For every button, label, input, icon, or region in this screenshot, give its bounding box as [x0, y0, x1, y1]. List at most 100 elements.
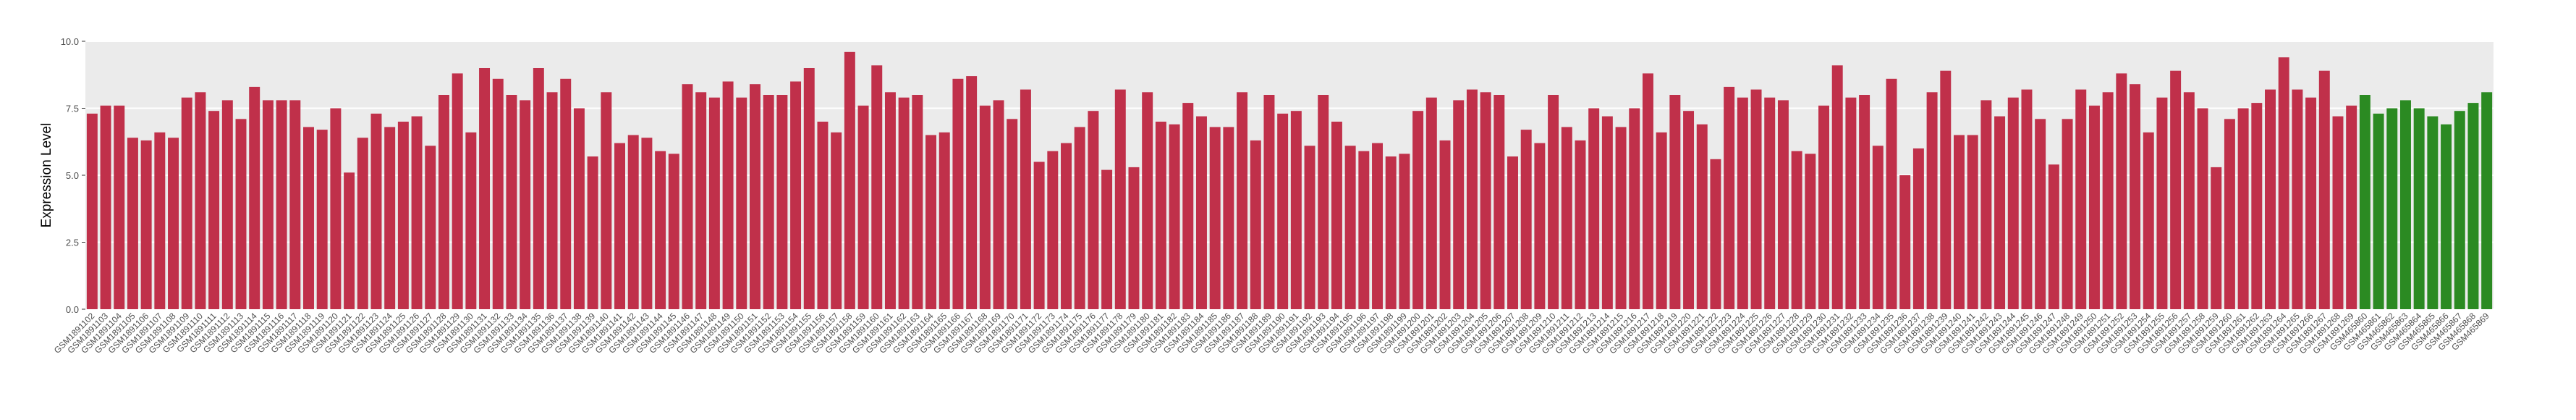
bar: [1859, 95, 1870, 309]
bar: [1750, 89, 1762, 309]
bar: [2075, 89, 2087, 309]
bar: [614, 143, 625, 309]
bar: [1033, 161, 1045, 309]
bar: [898, 97, 910, 309]
bar: [316, 130, 328, 309]
bar: [641, 138, 653, 309]
bar: [803, 68, 815, 309]
bar: [776, 95, 788, 309]
bar: [1061, 143, 1072, 309]
bar: [1615, 127, 1627, 309]
bar: [1683, 111, 1695, 309]
bar: [1223, 127, 1234, 309]
bar: [411, 116, 423, 309]
bar: [1724, 86, 1735, 310]
bar: [2454, 111, 2465, 309]
bar: [1737, 97, 1748, 309]
bar: [2386, 108, 2398, 309]
bar: [2332, 116, 2344, 309]
bar: [1980, 100, 1992, 309]
bar: [2143, 132, 2154, 309]
bar: [262, 100, 274, 309]
bar: [289, 100, 301, 309]
bar: [1696, 124, 1708, 309]
bar: [1277, 113, 1289, 309]
bar: [2441, 124, 2452, 309]
bar: [249, 86, 260, 310]
bar: [114, 105, 125, 310]
bar: [668, 154, 679, 309]
bar: [1886, 78, 1897, 310]
bar: [2359, 95, 2370, 309]
bar: [655, 151, 666, 309]
bar: [1926, 92, 1938, 310]
bar: [1425, 97, 1437, 309]
bar: [452, 73, 463, 310]
bar: [330, 108, 342, 309]
bar: [1710, 159, 1721, 309]
bar: [1656, 132, 1667, 309]
bar: [1318, 95, 1329, 309]
bar: [2035, 119, 2046, 310]
bar: [2156, 97, 2168, 309]
bar: [2265, 89, 2276, 309]
bar: [1020, 89, 1031, 309]
bar: [1399, 154, 1410, 309]
bar: [1101, 169, 1113, 309]
bar: [695, 92, 707, 310]
bar: [2305, 97, 2317, 309]
bar: [993, 100, 1004, 309]
bar: [2318, 70, 2330, 309]
bar: [1940, 70, 1952, 309]
bar: [2197, 108, 2208, 309]
bar: [925, 135, 937, 309]
bar: [1764, 97, 1776, 309]
bar: [2467, 103, 2479, 309]
bar: [1872, 146, 1884, 309]
bar: [627, 135, 639, 309]
bar: [2021, 89, 2033, 309]
bar: [844, 51, 855, 310]
bar: [492, 78, 504, 310]
bar: [208, 111, 220, 309]
y-tick-label: 2.5: [66, 238, 79, 248]
bar: [1047, 151, 1059, 309]
y-axis-label: Expression Level: [39, 123, 54, 228]
bar: [2224, 119, 2235, 310]
bar: [1331, 122, 1342, 309]
bar: [1967, 135, 1978, 309]
bar: [2048, 164, 2059, 309]
bar: [1074, 127, 1085, 309]
bar: [1480, 92, 1491, 310]
bar: [2116, 73, 2127, 310]
bar: [1954, 135, 1965, 309]
bar: [1629, 108, 1640, 309]
bar: [546, 92, 558, 310]
bar: [708, 97, 720, 309]
bar: [750, 84, 760, 309]
bar: [2062, 119, 2073, 310]
bar: [1304, 146, 1315, 309]
bar: [1507, 156, 1518, 309]
bar: [682, 84, 693, 309]
bar: [1128, 167, 1140, 309]
bar: [912, 95, 923, 309]
bar: [871, 65, 883, 310]
bar: [966, 76, 978, 309]
y-tick-label: 10.0: [61, 36, 79, 47]
bar: [884, 92, 896, 310]
bar: [1169, 124, 1180, 309]
bar: [1994, 116, 2006, 309]
bar: [370, 113, 382, 309]
bar: [2007, 97, 2019, 309]
bar: [2237, 108, 2249, 309]
bar: [1520, 130, 1532, 309]
bar: [276, 100, 287, 309]
bar: [1263, 95, 1275, 309]
bar: [2170, 70, 2182, 309]
bar: [1088, 111, 1099, 309]
bar: [1385, 156, 1397, 309]
bar: [127, 138, 138, 309]
bar: [2130, 84, 2141, 309]
